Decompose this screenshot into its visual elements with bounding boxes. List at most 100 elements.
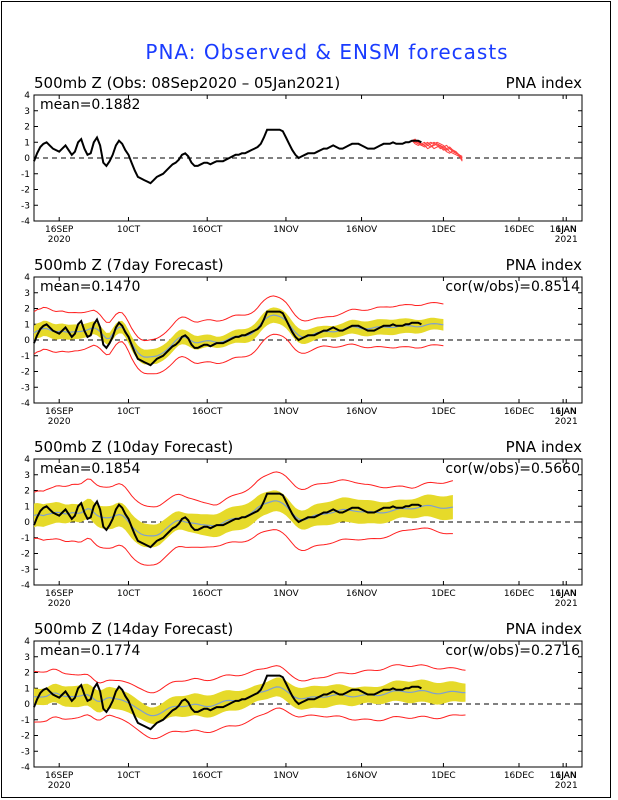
- x-tick-year-label: 2020: [48, 781, 71, 791]
- y-tick-label: -2: [21, 732, 30, 742]
- x-tick-label: 16NOV: [346, 225, 378, 235]
- y-tick-label: 1: [24, 502, 30, 512]
- x-tick-year-label: 2021: [555, 235, 578, 245]
- panel-7day-forecast: 500mb Z (7day Forecast) PNA index -4 -3 -2…: [21, 256, 583, 427]
- panel-title: 500mb Z (Obs: 08Sep2020 – 05Jan2021): [34, 74, 340, 92]
- x-tick-year-label: 2020: [48, 417, 71, 427]
- panel-index-label: PNA index: [506, 256, 582, 274]
- observed-line: [33, 128, 422, 185]
- y-tick-label: -4: [21, 217, 30, 227]
- panel-index-label: PNA index: [506, 620, 582, 638]
- y-tick-label: -3: [21, 383, 30, 393]
- mean-label: mean=0.1774: [40, 643, 141, 659]
- y-tick-label: -2: [21, 186, 30, 196]
- y-tick-label: -1: [21, 352, 30, 362]
- y-tick-label: 3: [24, 107, 30, 117]
- ensemble-envelope-upper: [33, 295, 444, 342]
- x-tick-label: 10CT: [117, 771, 141, 781]
- y-tick-label: -4: [21, 399, 30, 409]
- y-tick-label: 2: [24, 669, 30, 679]
- y-tick-label: -1: [21, 170, 30, 180]
- x-tick-label: 16JAN: [550, 225, 577, 235]
- y-tick-label: -3: [21, 201, 30, 211]
- y-tick-label: -1: [21, 716, 30, 726]
- panel-title: 500mb Z (14day Forecast): [34, 620, 233, 638]
- y-tick-label: -2: [21, 550, 30, 560]
- x-tick-label: 1DEC: [431, 589, 456, 599]
- x-tick-label: 1NOV: [273, 771, 299, 781]
- y-tick-label: 1: [24, 320, 30, 330]
- panel-14day-forecast: 500mb Z (14day Forecast) PNA index -4 -3 -…: [21, 620, 583, 791]
- y-tick-label: 3: [24, 289, 30, 299]
- y-tick-label: -3: [21, 565, 30, 575]
- ensemble-envelope-upper: [33, 664, 466, 694]
- x-tick-label: 1NOV: [273, 589, 299, 599]
- y-tick-label: 3: [24, 653, 30, 663]
- x-tick-label: 16DEC: [504, 771, 534, 781]
- mean-label: mean=0.1470: [40, 279, 140, 295]
- y-tick-label: -4: [21, 581, 30, 591]
- x-tick-label: 16JAN: [550, 589, 577, 599]
- panel-observed: 500mb Z (Obs: 08Sep2020 – 05Jan2021) PNA…: [21, 74, 583, 245]
- x-tick-label: 16NOV: [346, 589, 378, 599]
- y-tick-label: -2: [21, 368, 30, 378]
- x-tick-label: 1NOV: [273, 407, 299, 417]
- observed-line: [33, 310, 422, 367]
- x-tick-label: 16OCT: [192, 589, 223, 599]
- x-tick-label: 16JAN: [550, 407, 577, 417]
- x-tick-label: 16DEC: [504, 225, 534, 235]
- y-tick-label: 4: [24, 455, 30, 465]
- y-tick-label: 3: [24, 471, 30, 481]
- x-tick-label: 1JAN: [556, 407, 577, 417]
- x-tick-label: 16SEP: [45, 407, 74, 417]
- x-tick-year-label: 2020: [48, 235, 71, 245]
- y-tick-label: 2: [24, 487, 30, 497]
- y-tick-label: 1: [24, 684, 30, 694]
- x-tick-label: 16OCT: [192, 407, 223, 417]
- x-tick-label: 16JAN: [550, 771, 577, 781]
- x-tick-year-label: 2020: [48, 599, 71, 609]
- x-tick-label: 16OCT: [192, 771, 223, 781]
- y-tick-label: 0: [24, 518, 30, 528]
- panel-10day-forecast: 500mb Z (10day Forecast) PNA index -4 -3 -…: [21, 438, 583, 609]
- x-tick-label: 16OCT: [192, 225, 223, 235]
- x-tick-label: 16NOV: [346, 407, 378, 417]
- ensemble-member-line: [411, 138, 463, 160]
- x-tick-label: 16DEC: [504, 589, 534, 599]
- panel-title: 500mb Z (7day Forecast): [34, 256, 224, 274]
- x-tick-year-label: 2021: [555, 781, 578, 791]
- x-tick-label: 16DEC: [504, 407, 534, 417]
- x-tick-label: 1DEC: [431, 225, 456, 235]
- y-tick-label: 2: [24, 305, 30, 315]
- y-tick-label: -4: [21, 763, 30, 773]
- ensemble-envelope-lower: [33, 333, 444, 375]
- correlation-label: cor(w/obs)=0.8514: [445, 279, 580, 295]
- x-tick-label: 1NOV: [273, 225, 299, 235]
- correlation-label: cor(w/obs)=0.2716: [445, 643, 580, 659]
- y-tick-label: 4: [24, 273, 30, 283]
- y-tick-label: -3: [21, 747, 30, 757]
- ensemble-envelope-lower: [33, 707, 466, 740]
- mean-label: mean=0.1854: [40, 461, 141, 477]
- correlation-label: cor(w/obs)=0.5660: [445, 461, 580, 477]
- observed-line: [33, 492, 422, 549]
- y-tick-label: 2: [24, 123, 30, 133]
- panel-index-label: PNA index: [506, 438, 582, 456]
- ensemble-envelope-lower: [33, 527, 453, 566]
- panel-index-label: PNA index: [506, 74, 582, 92]
- x-tick-label: 1JAN: [556, 771, 577, 781]
- x-tick-label: 10CT: [117, 225, 141, 235]
- x-tick-label: 10CT: [117, 407, 141, 417]
- x-tick-label: 16NOV: [346, 771, 378, 781]
- x-tick-label: 10CT: [117, 589, 141, 599]
- panel-title: 500mb Z (10day Forecast): [34, 438, 233, 456]
- observed-line: [33, 674, 422, 731]
- x-tick-year-label: 2021: [555, 599, 578, 609]
- y-tick-label: 0: [24, 154, 30, 164]
- y-tick-label: 1: [24, 138, 30, 148]
- x-tick-label: 16SEP: [45, 225, 74, 235]
- x-tick-label: 1DEC: [431, 771, 456, 781]
- ensemble-member-line: [411, 140, 463, 162]
- ensemble-envelope-upper: [33, 471, 454, 508]
